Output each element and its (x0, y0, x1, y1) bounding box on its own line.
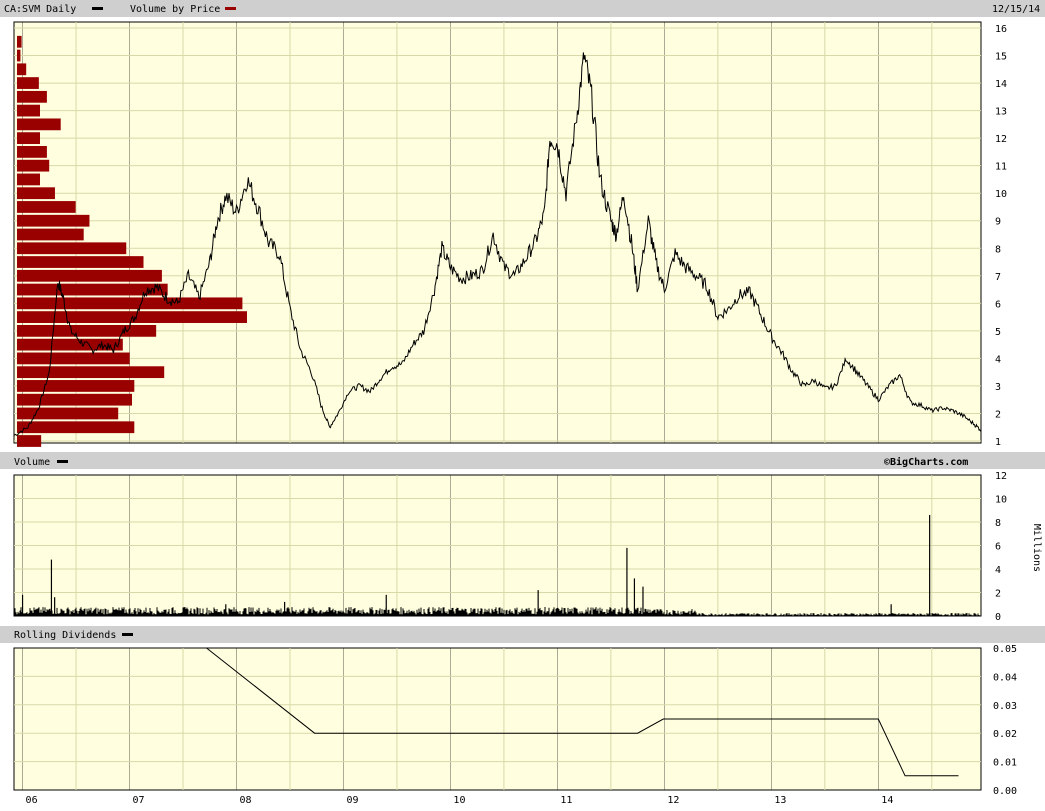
dividend-tick-label: 0.02 (993, 729, 1017, 740)
vbp-bar (17, 159, 50, 172)
vbp-bar (17, 297, 243, 310)
dividend-legend-swatch (122, 633, 133, 636)
dividend-series-line (206, 647, 959, 777)
vbp-bar (17, 49, 21, 62)
dividend-header-strip (0, 626, 1045, 643)
vbp-bar (17, 77, 39, 89)
volume-tick-label: 8 (995, 518, 1001, 529)
vbp-bar (17, 173, 40, 186)
dividend-tick-label: 0.00 (993, 786, 1017, 797)
vbp-bar (17, 393, 132, 406)
x-tick-label: 12 (667, 795, 679, 806)
vbp-bar (17, 435, 42, 447)
header-date: 12/15/14 (992, 4, 1040, 15)
vbp-bar (17, 380, 135, 392)
volume-tick-label: 0 (995, 612, 1001, 623)
price-tick-label: 7 (995, 272, 1001, 283)
volume-tick-label: 12 (995, 471, 1007, 482)
vbp-bar (17, 201, 76, 213)
volume-legend-swatch (57, 460, 68, 463)
vbp-bar (17, 118, 61, 131)
volume-axis-label: Millions (1031, 524, 1042, 572)
vbp-bar (17, 90, 47, 103)
dividend-tick-label: 0.04 (993, 672, 1017, 683)
price-header-strip (0, 0, 1045, 17)
price-tick-label: 8 (995, 244, 1001, 255)
vbp-bar (17, 187, 55, 200)
price-tick-label: 4 (995, 354, 1001, 365)
vbp-bar (17, 63, 27, 76)
x-tick-label: 08 (239, 795, 251, 806)
vbp-legend-swatch (225, 7, 236, 10)
volume-header-strip (0, 452, 1045, 469)
vbp-bar (17, 214, 90, 227)
vbp-bar (17, 421, 135, 434)
price-tick-label: 6 (995, 299, 1001, 310)
x-tick-label: 11 (560, 795, 572, 806)
dividend-tick-label: 0.01 (993, 758, 1017, 769)
price-tick-label: 14 (995, 79, 1007, 90)
x-tick-label: 09 (346, 795, 358, 806)
vbp-bar (17, 132, 40, 145)
price-series-line (13, 52, 982, 437)
vbp-bar (17, 324, 157, 337)
symbol-label: CA:SVM Daily (4, 4, 76, 15)
symbol-legend-swatch (92, 7, 103, 10)
vbp-bar (17, 35, 22, 48)
price-tick-label: 2 (995, 409, 1001, 420)
vbp-bar (17, 269, 162, 282)
dividend-tick-label: 0.03 (993, 701, 1017, 712)
price-tick-label: 16 (995, 24, 1007, 35)
volume-label: Volume (14, 457, 50, 468)
vbp-bar (17, 256, 144, 268)
price-tick-label: 1 (995, 437, 1001, 448)
price-plot-area (13, 21, 982, 444)
x-tick-label: 14 (881, 795, 893, 806)
price-tick-label: 15 (995, 52, 1007, 63)
vbp-bar (17, 104, 40, 117)
dividend-label: Rolling Dividends (14, 630, 116, 641)
volume-bars (14, 607, 980, 616)
price-tick-label: 3 (995, 382, 1001, 393)
bigcharts-credit: ©BigCharts.com (884, 456, 968, 468)
vbp-bar (17, 352, 130, 365)
price-tick-label: 12 (995, 134, 1007, 145)
x-axis: 06 07 08 09 10 11 12 13 14 (26, 795, 894, 806)
price-tick-label: 13 (995, 107, 1007, 118)
price-tick-label: 5 (995, 327, 1001, 338)
vbp-bar (17, 407, 119, 420)
vbp-label: Volume by Price (130, 4, 220, 15)
vbp-bar (17, 283, 168, 296)
vbp-bar (17, 366, 165, 379)
price-tick-label: 10 (995, 189, 1007, 200)
vbp-bar (17, 228, 84, 241)
dividend-tick-label: 0.05 (993, 644, 1017, 655)
vbp-bar (17, 146, 47, 158)
price-tick-label: 9 (995, 217, 1001, 228)
volume-tick-label: 2 (995, 589, 1001, 600)
volume-panel: 0 2 4 6 8 10 12 Millions (13, 471, 1042, 623)
x-tick-label: 10 (453, 795, 465, 806)
volume-tick-label: 4 (995, 565, 1001, 576)
vbp-bar (17, 242, 127, 255)
x-tick-label: 06 (26, 795, 38, 806)
dividend-panel: 0.00 0.01 0.02 0.03 0.04 0.05 (13, 644, 1017, 797)
volume-tick-label: 10 (995, 495, 1007, 506)
x-tick-label: 07 (133, 795, 145, 806)
price-tick-label: 11 (995, 162, 1007, 173)
vbp-bar (17, 338, 123, 351)
x-tick-label: 13 (774, 795, 786, 806)
volume-tick-label: 6 (995, 542, 1001, 553)
